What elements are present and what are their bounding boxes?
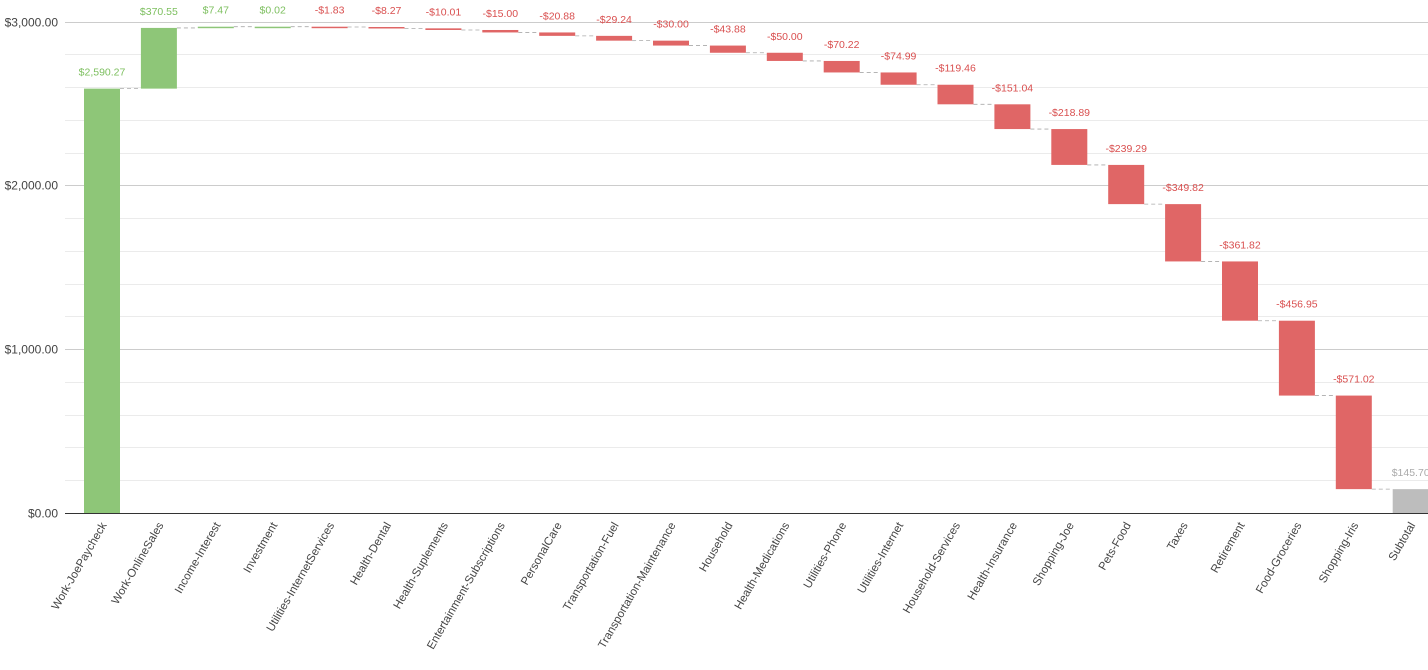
waterfall-bar (766, 52, 803, 61)
data-label: -$1.83 (315, 5, 345, 17)
data-label: -$119.46 (935, 63, 976, 75)
x-tick-label: Subtotal (1387, 521, 1418, 564)
waterfall-bar (1165, 204, 1202, 262)
data-label: -$29.24 (596, 14, 632, 26)
waterfall-bar (596, 35, 633, 41)
x-tick-label: Utilities-InternetServices (265, 520, 338, 634)
y-tick-label: $3,000.00 (5, 16, 59, 30)
waterfall-bar (880, 72, 917, 85)
x-tick-label: Pets-Food (1097, 521, 1134, 573)
x-tick-label: Household (698, 521, 736, 575)
x-tick-label: Health-Dental (349, 521, 395, 588)
data-label: -$218.89 (1049, 107, 1091, 119)
data-label: -$239.29 (1105, 143, 1147, 155)
waterfall-bar (823, 60, 860, 73)
y-tick-label: $2,000.00 (5, 179, 59, 193)
waterfall-bar (84, 88, 120, 513)
x-tick-label: Utilities-Internet (856, 520, 907, 596)
data-label: -$361.82 (1219, 239, 1261, 251)
data-label: $145.70 (1392, 467, 1428, 479)
data-label: $370.55 (140, 6, 178, 18)
waterfall-bar (1051, 129, 1088, 165)
waterfall-bar (937, 84, 974, 105)
data-label: -$30.00 (653, 19, 689, 31)
waterfall-bar (1278, 320, 1315, 396)
x-tick-label: Investment (242, 520, 281, 575)
data-label: $7.47 (203, 5, 229, 17)
y-tick-label: $0.00 (28, 507, 58, 521)
data-label: -$15.00 (482, 8, 518, 20)
data-label: -$349.82 (1162, 182, 1204, 194)
x-tick-label: Work-JoePaycheck (50, 520, 110, 612)
data-label: -$571.02 (1333, 374, 1375, 386)
data-label: $2,590.27 (79, 67, 126, 79)
waterfall-bar (1222, 261, 1258, 321)
y-tick-label: $1,000.00 (5, 343, 59, 357)
waterfall-bar (1335, 395, 1372, 490)
data-label: -$10.01 (426, 6, 462, 18)
x-tick-label: Income-Interest (173, 520, 224, 596)
x-tick-label: Taxes (1165, 520, 1191, 552)
data-label: -$74.99 (881, 50, 917, 62)
waterfall-bar (482, 29, 519, 33)
x-tick-label: Shopping-Joe (1031, 521, 1077, 588)
waterfall-bar (311, 26, 348, 29)
x-tick-label: Transportation-Fuel (561, 521, 621, 614)
data-label: -$456.95 (1276, 299, 1318, 311)
waterfall-bar (709, 45, 746, 53)
waterfall-bar (254, 26, 291, 29)
x-tick-label: Household-Services (901, 520, 963, 615)
data-label: -$70.22 (824, 39, 860, 51)
x-tick-label: Health-Suplements (392, 520, 451, 611)
waterfall-bar (425, 28, 462, 30)
waterfall-bar (1392, 489, 1428, 513)
waterfall-bar (1108, 164, 1145, 205)
x-tick-label: Shopping-Iris (1317, 520, 1361, 585)
waterfall-bar (140, 27, 177, 89)
waterfall-bar (539, 32, 576, 36)
data-label: $0.02 (260, 5, 286, 17)
data-label: -$43.88 (710, 24, 746, 36)
x-tick-label: Retirement (1209, 520, 1248, 575)
x-tick-label: Work-OnlineSales (110, 520, 167, 606)
x-tick-label: Health-Insurance (966, 521, 1020, 603)
x-tick-label: Food-Groceries (1254, 520, 1304, 595)
waterfall-bar (197, 26, 234, 29)
x-tick-label: Health-Medications (733, 520, 793, 611)
waterfall-bar (653, 40, 689, 46)
x-tick-label: Utilities-Phone (802, 521, 849, 591)
data-label: -$50.00 (767, 31, 803, 43)
data-label: -$151.04 (992, 82, 1034, 94)
waterfall-bar (368, 26, 405, 29)
data-label: -$8.27 (372, 5, 402, 17)
waterfall-bar (994, 104, 1031, 130)
x-tick-label: PersonalCare (519, 521, 565, 588)
data-label: -$20.88 (539, 10, 575, 22)
